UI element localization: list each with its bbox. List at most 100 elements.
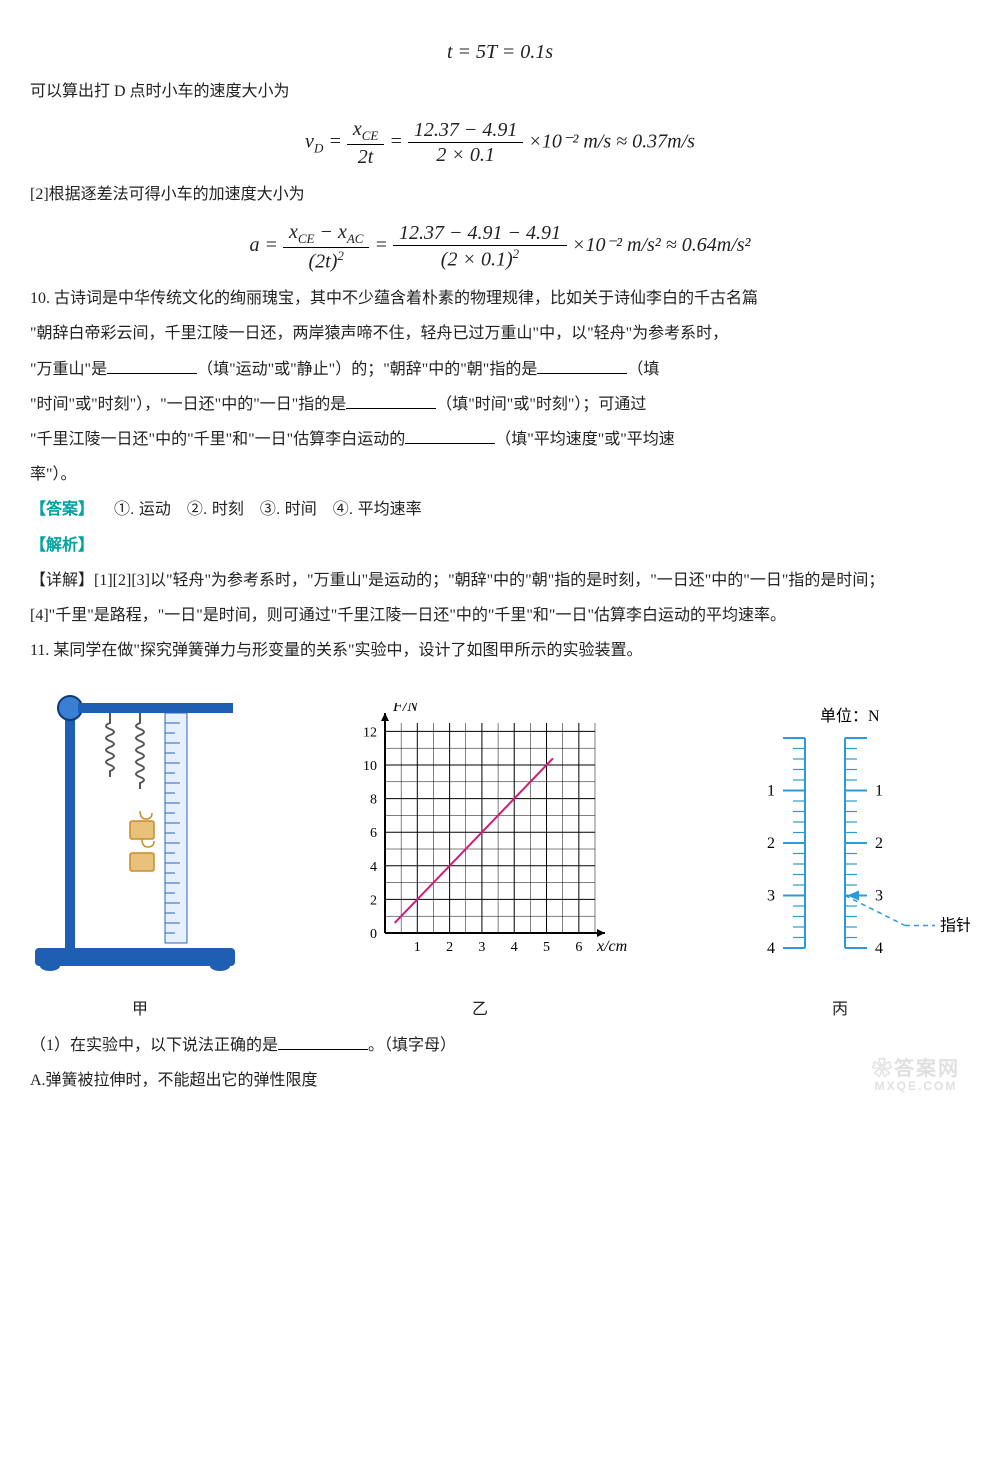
svg-text:1: 1 [875, 783, 883, 800]
a-sym: a [249, 234, 259, 256]
a-den1: (2t) [309, 250, 338, 272]
ans10-4: ④. 平均速率 [333, 492, 422, 527]
a-num1-l: x [289, 221, 298, 243]
svg-text:4: 4 [511, 940, 518, 955]
svg-text:6: 6 [370, 826, 377, 841]
a-num2: 12.37 − 4.91 − 4.91 [393, 221, 567, 246]
svg-text:0: 0 [370, 927, 377, 942]
vd-f1-num: x [353, 118, 362, 140]
svg-text:2: 2 [446, 940, 453, 955]
q10-b5b: （填"平均速度"或"平均速 [495, 431, 675, 448]
svg-text:2: 2 [767, 835, 775, 852]
a-num1-ls: CE [298, 231, 315, 246]
q10-b5a: "千里江陵一日还"中的"千里"和"一日"估算李白运动的 [30, 431, 405, 448]
vd-tail: ×10⁻² m/s ≈ 0.37m/s [528, 131, 695, 153]
q10-num: 10. [30, 290, 54, 307]
svg-text:单位：N: 单位：N [820, 707, 880, 725]
q11-num: 11. [30, 642, 53, 659]
watermark: ❀答案网 MXQE.COM [872, 1058, 960, 1093]
q10-b1: 古诗词是中华传统文化的绚丽瑰宝，其中不少蕴含着朴素的物理规律，比如关于诗仙李白的… [54, 290, 758, 307]
a-den2-sup: 2 [513, 246, 520, 261]
explain-10: 【解析】 [30, 528, 970, 563]
svg-text:F/N: F/N [392, 703, 419, 715]
a-num1-m: − [314, 221, 338, 243]
q10-blank1[interactable] [107, 357, 197, 374]
chart-svg: 123456024681012F/Nx/cm [330, 703, 630, 973]
q10-b4b: （填"时间"或"时刻"）；可通过 [436, 396, 646, 413]
vd-f2-den: 2 × 0.1 [408, 143, 524, 167]
a-num1-r: x [338, 221, 347, 243]
vd-frac2: 12.37 − 4.91 2 × 0.1 [408, 118, 524, 167]
q10-blank4[interactable] [405, 427, 495, 444]
answer-label: 【答案】 [30, 501, 94, 518]
eq-t-text: t = 5T = 0.1s [447, 41, 553, 63]
vd-f1-den: 2t [347, 145, 385, 169]
svg-text:指针: 指针 [940, 917, 970, 935]
para-d-speed: 可以算出打 D 点时小车的速度大小为 [30, 74, 970, 109]
q10-b2: "朝辞白帝彩云间，千里江陵一日还，两岸猿声啼不住，轻舟已过万重山"中，以"轻舟"… [30, 325, 728, 342]
a-frac1: xCE − xAC (2t)2 [283, 220, 370, 273]
figcap-yi: 乙 [330, 992, 630, 1027]
figcap-bing: 丙 [710, 992, 970, 1027]
svg-text:x/cm: x/cm [596, 938, 627, 955]
a-den2: (2 × 0.1) [441, 249, 513, 271]
a-num1-rs: AC [347, 231, 364, 246]
vd-f2-num: 12.37 − 4.91 [408, 118, 524, 143]
ans10-3: ③. 时间 [260, 492, 317, 527]
figure-jia: 甲 [30, 683, 250, 1027]
apparatus-svg [30, 683, 250, 973]
svg-text:5: 5 [543, 940, 550, 955]
figure-bing: 单位：N11223344指针 丙 [710, 703, 970, 1027]
svg-text:12: 12 [363, 726, 377, 741]
q11-optA: A.弹簧被拉伸时，不能超出它的弹性限度 [30, 1063, 970, 1098]
q11-1-tail: 。（填字母） [368, 1037, 456, 1054]
svg-text:3: 3 [767, 888, 775, 905]
q10-b3b: （填"运动"或"静止"）的；"朝辞"中的"朝"指的是 [197, 361, 537, 378]
svg-text:3: 3 [478, 940, 485, 955]
wm-line2: MXQE.COM [872, 1080, 960, 1093]
q10-blank2[interactable] [537, 357, 627, 374]
figure-row: 甲 123456024681012F/Nx/cm 乙 单位：N11223344指… [30, 683, 970, 1027]
equation-a: a = xCE − xAC (2t)2 = 12.37 − 4.91 − 4.9… [30, 220, 970, 273]
para-accel: [2]根据逐差法可得小车的加速度大小为 [30, 177, 970, 212]
vd-sub: D [314, 141, 323, 156]
equation-t: t = 5T = 0.1s [30, 38, 970, 66]
scale-svg: 单位：N11223344指针 [710, 703, 970, 973]
ans10-2: ②. 时刻 [187, 492, 244, 527]
vd-f1-num-sub: CE [362, 128, 379, 143]
q10-blank3[interactable] [346, 392, 436, 409]
svg-text:2: 2 [370, 894, 377, 909]
svg-text:1: 1 [767, 783, 775, 800]
explain-10-p2: [4]"千里"是路程，"一日"是时间，则可通过"千里江陵一日还"中的"千里"和"… [30, 598, 970, 633]
a-tail: ×10⁻² m/s² ≈ 0.64m/s² [572, 234, 751, 256]
svg-text:4: 4 [767, 940, 775, 957]
q10-b3a: "万重山"是 [30, 361, 107, 378]
svg-text:8: 8 [370, 793, 377, 808]
question-11: 11. 某同学在做"探究弹簧弹力与形变量的关系"实验中，设计了如图甲所示的实验装… [30, 633, 970, 668]
q10-b6: 率"）。 [30, 466, 77, 483]
svg-text:1: 1 [414, 940, 421, 955]
svg-text:4: 4 [875, 940, 883, 957]
vd-frac1: xCE 2t [347, 117, 385, 169]
svg-text:6: 6 [575, 940, 582, 955]
a-frac2: 12.37 − 4.91 − 4.91 (2 × 0.1)2 [393, 221, 567, 272]
ans10-1: ①. 运动 [114, 492, 171, 527]
explain-10-p1: 【详解】[1][2][3]以"轻舟"为参考系时，"万重山"是运动的；"朝辞"中的… [30, 563, 970, 598]
q11-body: 某同学在做"探究弹簧弹力与形变量的关系"实验中，设计了如图甲所示的实验装置。 [53, 642, 642, 659]
a-den1-sup: 2 [337, 248, 344, 263]
equation-vd: vD = xCE 2t = 12.37 − 4.91 2 × 0.1 ×10⁻²… [30, 117, 970, 169]
figure-yi: 123456024681012F/Nx/cm 乙 [330, 703, 630, 1027]
figcap-jia: 甲 [30, 992, 250, 1027]
q11-sub1: （1）在实验中，以下说法正确的是 。（填字母） [30, 1028, 970, 1063]
svg-text:4: 4 [370, 860, 377, 875]
q10-b4a: "时间"或"时刻"），"一日还"中的"一日"指的是 [30, 396, 346, 413]
q11-1-blank[interactable] [278, 1033, 368, 1050]
answer-10: 【答案】 ①. 运动 ②. 时刻 ③. 时间 ④. 平均速率 [30, 492, 970, 527]
explain-label: 【解析】 [30, 537, 94, 554]
q11-1-lead: （1）在实验中，以下说法正确的是 [30, 1037, 278, 1054]
question-10: 10. 古诗词是中华传统文化的绚丽瑰宝，其中不少蕴含着朴素的物理规律，比如关于诗… [30, 281, 970, 492]
vd-v: v [305, 131, 314, 153]
svg-text:3: 3 [875, 888, 883, 905]
q10-b3c: （填 [627, 361, 659, 378]
svg-text:10: 10 [363, 759, 377, 774]
